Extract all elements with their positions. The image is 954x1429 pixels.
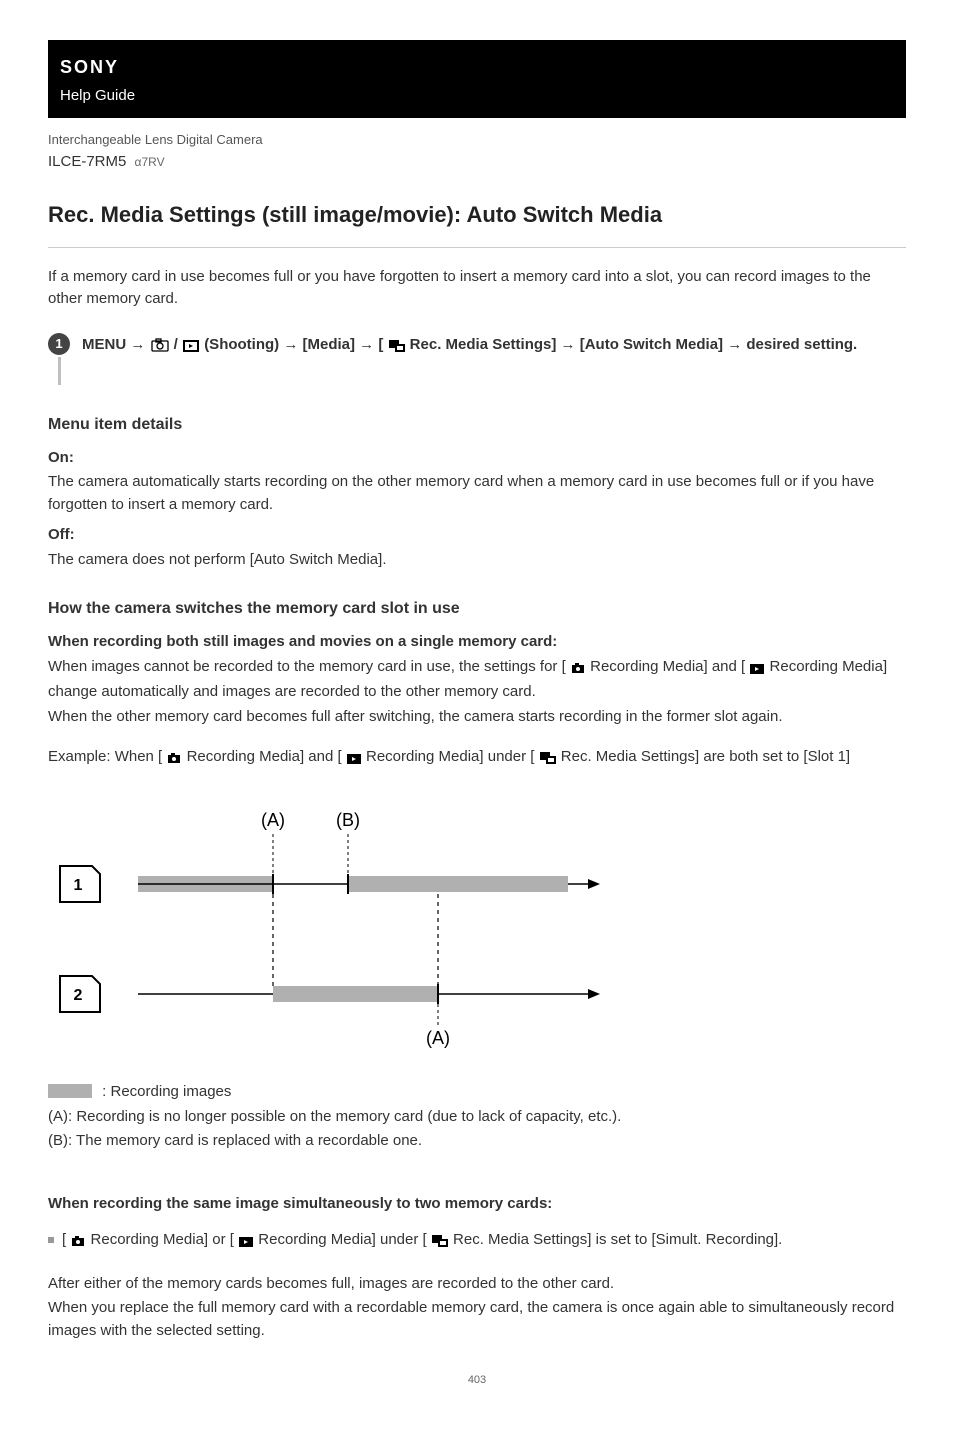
off-text: The camera does not perform [Auto Switch… <box>48 549 906 572</box>
diagram-svg: (A) (B) 1 2 <box>48 796 608 1056</box>
movie-strip-icon <box>750 659 764 682</box>
movie-strip-icon <box>183 336 199 360</box>
simult-after2: When you replace the full memory card wi… <box>48 1297 906 1342</box>
card-slot-1-icon: 1 <box>60 866 100 902</box>
sb-b: Recording Media] or [ <box>91 1231 234 1248</box>
ex-d: Rec. Media Settings] are both set to [Sl… <box>561 748 850 765</box>
simult-bullet: [ Recording Media] or [ Recording Media]… <box>48 1229 906 1255</box>
sb-d: Rec. Media Settings] is set to [Simult. … <box>453 1231 782 1248</box>
simult-heading: When recording the same image simultaneo… <box>48 1193 906 1216</box>
sb-a: [ <box>62 1231 66 1248</box>
still-camera-icon <box>151 336 169 360</box>
model-alias: α7RV <box>135 155 165 169</box>
simult-bullet-text: [ Recording Media] or [ Recording Media]… <box>62 1229 782 1255</box>
diagram-label-A2: (A) <box>426 1028 450 1048</box>
camera-movie-combo-icon <box>540 749 556 772</box>
off-label: Off: <box>48 524 906 547</box>
legend-B: (B): The memory card is replaced with a … <box>48 1130 906 1153</box>
step-instruction: MENU → / (Shooting) → [Media] → [ Rec. M… <box>82 333 857 360</box>
still-camera-icon <box>167 749 181 772</box>
diagram-label-B: (B) <box>336 810 360 830</box>
on-text: The camera automatically starts recordin… <box>48 471 906 516</box>
how-switch-heading: How the camera switches the memory card … <box>48 597 906 621</box>
step-tail <box>58 357 61 385</box>
legend-recording: : Recording images <box>48 1081 906 1104</box>
header-banner: SONY Help Guide <box>48 40 906 118</box>
how-p2: When the other memory card becomes full … <box>48 706 906 729</box>
how-p1a: When images cannot be recorded to the me… <box>48 658 566 675</box>
slash: / <box>174 336 182 353</box>
still-camera-icon <box>571 659 585 682</box>
card-slot-2-icon: 2 <box>60 976 100 1012</box>
example-text: Example: When [ Recording Media] and [ R… <box>48 746 906 772</box>
how-p1b: Recording Media] and [ <box>590 658 745 675</box>
menu-item-details-heading: Menu item details <box>48 413 906 437</box>
how-p1: When images cannot be recorded to the me… <box>48 656 906 704</box>
camera-movie-combo-icon <box>389 336 405 360</box>
page-number: 403 <box>48 1372 906 1389</box>
diagram-label-A1: (A) <box>261 810 285 830</box>
page-container: SONY Help Guide Interchangeable Lens Dig… <box>0 0 954 1429</box>
row2-bar <box>273 986 438 1002</box>
camera-movie-combo-icon <box>432 1232 448 1255</box>
movie-strip-icon <box>239 1232 253 1255</box>
product-model: ILCE-7RM5 α7RV <box>48 151 906 174</box>
movie-strip-icon <box>347 749 361 772</box>
slot1-number: 1 <box>74 877 83 894</box>
step-number-badge: 1 <box>48 333 70 355</box>
legend-swatch <box>48 1084 92 1098</box>
step-shooting: (Shooting) → [Media] → [ <box>204 336 387 353</box>
step-prefix: MENU → <box>82 336 150 353</box>
sb-c: Recording Media] under [ <box>258 1231 426 1248</box>
product-category: Interchangeable Lens Digital Camera <box>48 130 906 150</box>
brand-logo: SONY <box>60 54 894 81</box>
page-title: Rec. Media Settings (still image/movie):… <box>48 198 906 231</box>
step-1: 1 MENU → / (Shooting) → [Media] → [ Rec.… <box>48 333 906 385</box>
legend-recording-text: : Recording images <box>102 1083 231 1100</box>
switch-diagram: (A) (B) 1 2 <box>48 796 906 1064</box>
on-label: On: <box>48 447 906 470</box>
legend-A: (A): Recording is no longer possible on … <box>48 1106 906 1129</box>
how-sub1: When recording both still images and mov… <box>48 631 906 654</box>
row1-bar2 <box>348 876 568 892</box>
model-code: ILCE-7RM5 <box>48 153 126 170</box>
step-recmedia: Rec. Media Settings] → [Auto Switch Medi… <box>410 336 858 353</box>
still-camera-icon <box>71 1232 85 1255</box>
bullet-icon <box>48 1237 54 1243</box>
slot2-number: 2 <box>74 987 83 1004</box>
step-badge-wrap: 1 <box>48 333 70 385</box>
simult-after1: After either of the memory cards becomes… <box>48 1273 906 1296</box>
title-divider <box>48 247 906 248</box>
help-guide-label: Help Guide <box>60 85 894 108</box>
ex-b: Recording Media] and [ <box>187 748 342 765</box>
intro-text: If a memory card in use becomes full or … <box>48 266 906 311</box>
ex-c: Recording Media] under [ <box>366 748 534 765</box>
ex-a: Example: When [ <box>48 748 162 765</box>
